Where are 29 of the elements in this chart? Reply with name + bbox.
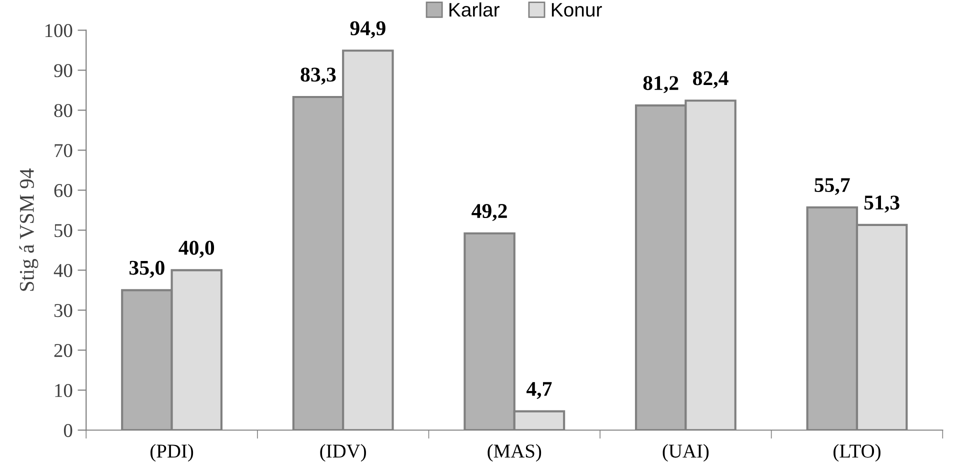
x-tick-label: (MAS) [488, 444, 542, 462]
data-label: 35,0 [130, 260, 164, 278]
x-tick-label: (UAI) [662, 444, 709, 462]
data-label: 49,2 [472, 204, 507, 222]
y-tick-label: 10 [55, 384, 72, 398]
data-label: 81,2 [643, 76, 678, 94]
y-tick-label: 90 [54, 64, 72, 78]
data-label: 40,0 [178, 240, 214, 258]
x-tick-label: (IDV) [320, 444, 366, 462]
y-tick-label: 0 [64, 424, 72, 438]
y-tick-label: 30 [54, 304, 72, 318]
y-tick-label: 80 [54, 104, 72, 118]
data-label: 83,3 [300, 68, 336, 85]
x-tick-label: (PDI) [150, 444, 194, 462]
data-label: 4,7 [526, 382, 552, 400]
y-tick-label: 50 [54, 224, 72, 238]
y-tick-label: 60 [54, 184, 72, 198]
y-tick-label: 20 [54, 344, 72, 358]
y-tick-label: 40 [54, 264, 72, 278]
legend-label: Konur [552, 3, 602, 17]
data-label: 82,4 [692, 71, 728, 88]
data-label: 55,7 [814, 178, 850, 196]
y-tick-label: 70 [54, 144, 72, 158]
data-label: 94,9 [350, 21, 386, 38]
x-tick-label: (LTO) [834, 444, 880, 462]
y-tick-label: 100 [45, 24, 72, 38]
data-label: 51,3 [864, 196, 900, 213]
y-axis-title: Stig á VSM 94 [19, 168, 38, 291]
legend-label: Karlar [450, 2, 500, 17]
